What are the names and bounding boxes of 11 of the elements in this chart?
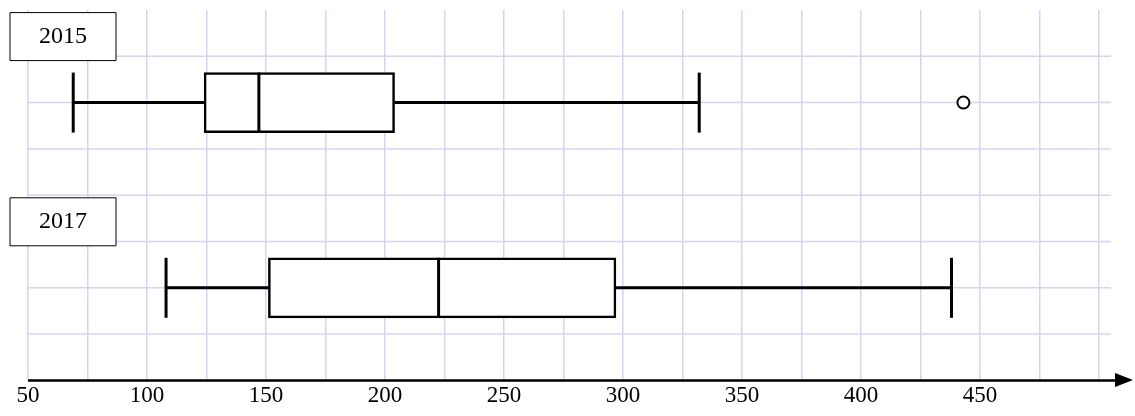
y-tick-label: 2015 <box>39 21 87 48</box>
x-tick-label: 300 <box>605 382 641 408</box>
y-tick-label: 2017 <box>39 207 87 234</box>
x-tick-label: 100 <box>129 382 165 408</box>
x-tick-label: 450 <box>962 382 998 408</box>
x-tick-label: 200 <box>367 382 403 408</box>
x-tick-label: 250 <box>486 382 522 408</box>
x-tick-label: 350 <box>724 382 760 408</box>
x-tick-label: 150 <box>248 382 284 408</box>
x-tick-label: 50 <box>16 382 40 408</box>
x-tick-label: 400 <box>843 382 879 408</box>
